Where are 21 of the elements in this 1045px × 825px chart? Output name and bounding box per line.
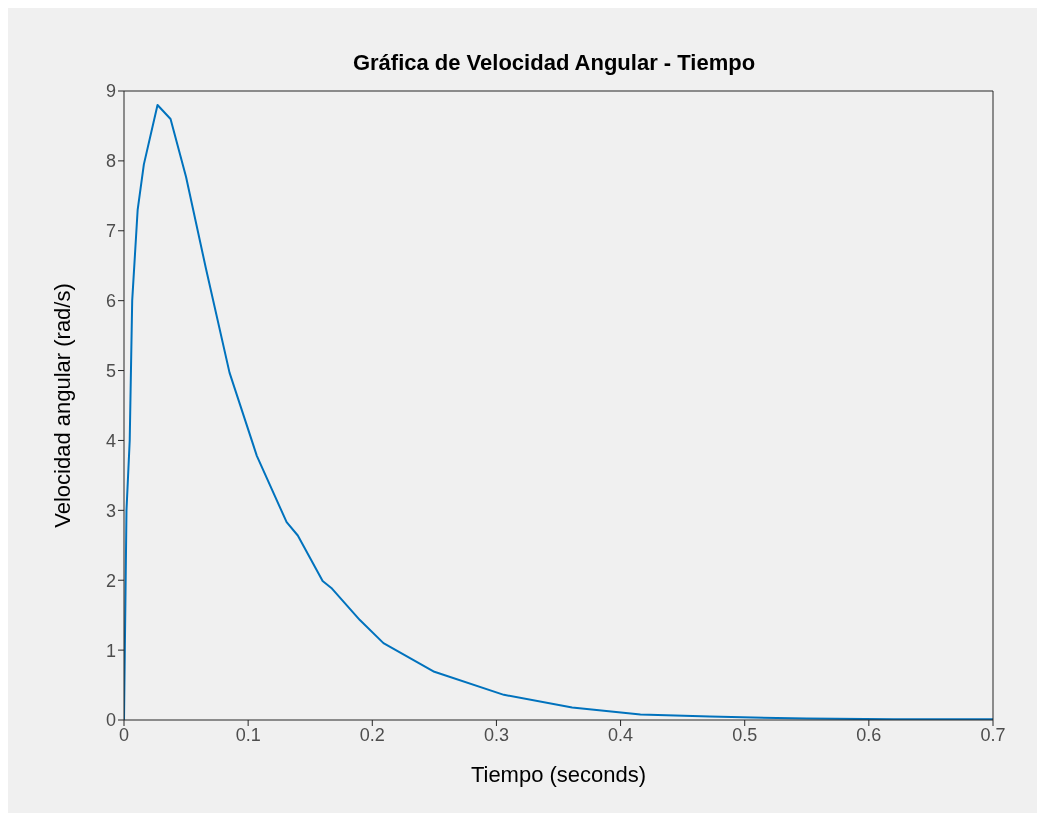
- y-tick-label: 7: [105, 221, 116, 242]
- y-tick-label: 4: [105, 430, 116, 451]
- y-tick-label: 6: [105, 291, 116, 312]
- y-axis-title: Velocidad angular (rad/s): [49, 283, 75, 528]
- x-tick-label: 0.1: [235, 724, 261, 745]
- x-tick-label: 0.2: [359, 724, 385, 745]
- chart-title: Gráfica de Velocidad Angular - Tiempo: [351, 50, 757, 76]
- y-tick-label: 0: [105, 710, 116, 731]
- x-tick-label: 0.3: [483, 724, 509, 745]
- y-tick-label: 3: [105, 500, 116, 521]
- x-tick-label: 0.5: [732, 724, 758, 745]
- x-tick-label: 0.7: [980, 724, 1006, 745]
- y-tick-label: 8: [105, 151, 116, 172]
- y-tick-label: 1: [105, 640, 116, 661]
- x-tick-label: 0.6: [856, 724, 882, 745]
- y-tick-label: 9: [105, 81, 116, 102]
- x-tick-label: 0.4: [608, 724, 634, 745]
- x-axis-title: Tiempo (seconds): [470, 762, 647, 787]
- y-tick-label: 5: [105, 360, 116, 381]
- x-tick-label: 0: [118, 724, 130, 745]
- y-tick-label: 2: [105, 570, 116, 591]
